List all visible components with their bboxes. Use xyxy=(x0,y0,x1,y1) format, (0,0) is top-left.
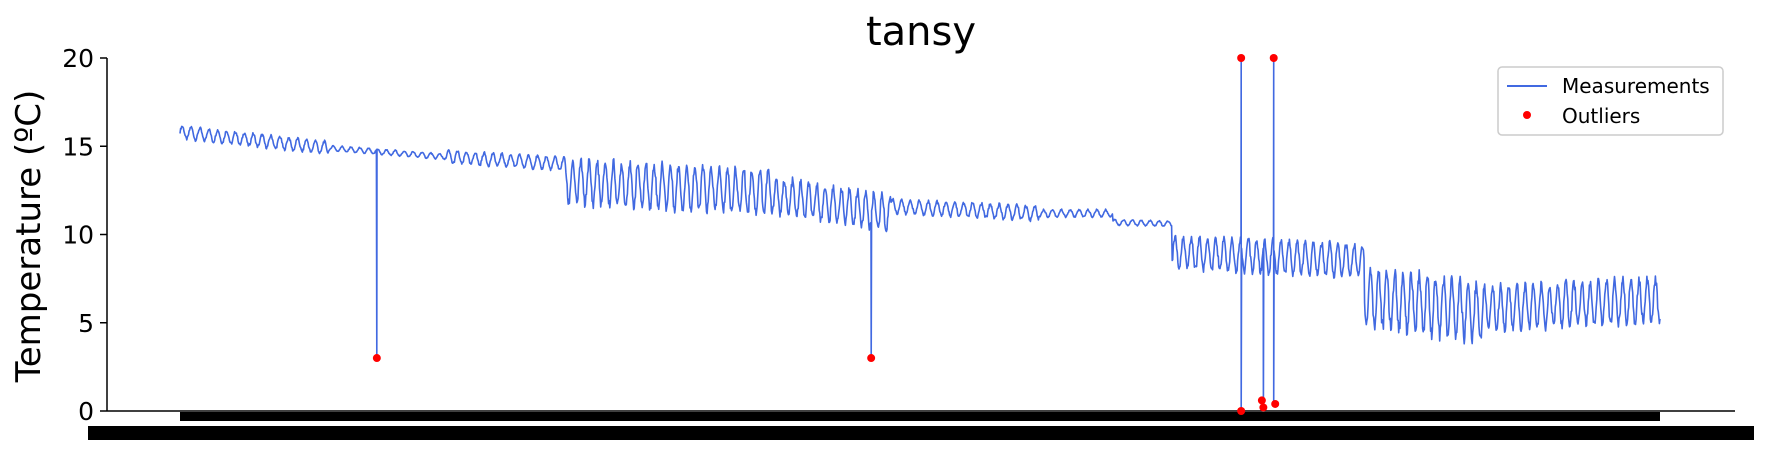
axes xyxy=(106,58,1735,412)
outlier-point-7 xyxy=(1271,399,1280,408)
outlier-point-1 xyxy=(867,354,876,363)
y-tick-label: 10 xyxy=(62,221,94,250)
legend-box xyxy=(1497,66,1724,136)
series-line-measurements xyxy=(179,57,1661,412)
y-tick-label: 20 xyxy=(62,44,94,73)
outlier-point-2 xyxy=(1237,54,1246,62)
y-axis-label: Temperature (ºC) xyxy=(9,90,49,383)
legend-marker-outliers xyxy=(1523,111,1531,119)
plot-area xyxy=(179,54,1661,415)
x-tick-marks xyxy=(180,412,1660,421)
x-tick-labels-overlapped xyxy=(88,426,1754,440)
outlier-point-4 xyxy=(1257,396,1266,405)
outlier-point-5 xyxy=(1259,403,1268,412)
y-ticks: 0 5 10 15 20 xyxy=(62,44,107,426)
outlier-point-3 xyxy=(1237,407,1246,415)
legend-label-outliers: Outliers xyxy=(1562,104,1640,128)
x-ticks xyxy=(88,412,1754,440)
outlier-point-0 xyxy=(372,354,381,363)
legend: Measurements Outliers xyxy=(1497,66,1724,136)
legend-label-measurements: Measurements xyxy=(1562,74,1710,98)
chart-title: tansy xyxy=(866,9,976,55)
y-tick-label: 0 xyxy=(78,397,94,426)
y-tick-label: 15 xyxy=(62,132,94,161)
y-tick-label: 5 xyxy=(78,309,94,338)
outlier-point-6 xyxy=(1269,54,1278,62)
